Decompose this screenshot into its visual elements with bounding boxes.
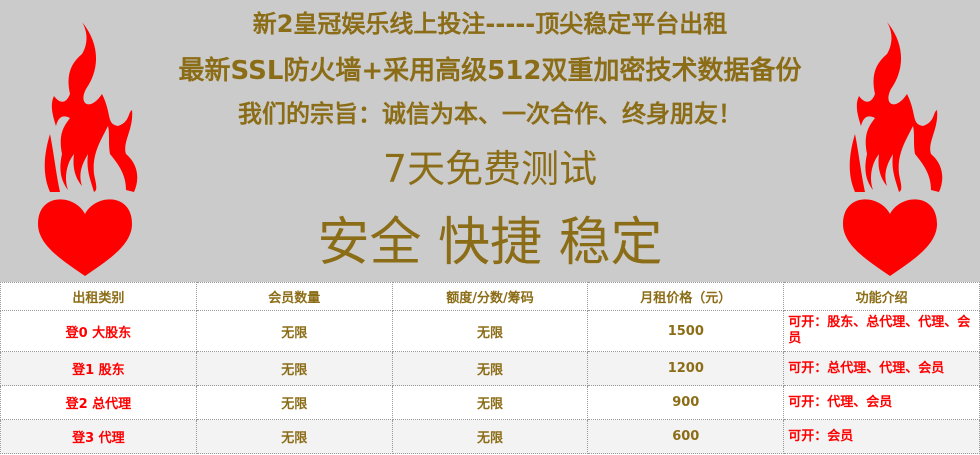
table-header-row: 出租类别 会员数量 额度/分数/筹码 月租价格（元） 功能介绍 — [0, 282, 980, 311]
features-cell: 可开：代理、会员 — [783, 385, 980, 420]
rental-type-cell: 登3 代理 — [0, 419, 197, 454]
header-cell: 出租类别 — [0, 282, 197, 311]
member-count-cell: 无限 — [195, 385, 393, 420]
member-count-cell: 无限 — [195, 351, 393, 386]
table-row: 登1 股东 无限 无限 1200 可开：总代理、代理、会员 — [0, 351, 980, 386]
price-cell: 900 — [587, 385, 785, 420]
credit-cell: 无限 — [391, 351, 589, 386]
header-cell: 额度/分数/筹码 — [391, 282, 589, 311]
price-cell: 600 — [587, 419, 785, 454]
banner-headline: 新2皇冠娱乐线上投注-----顶尖稳定平台出租 — [252, 10, 728, 38]
credit-cell: 无限 — [391, 419, 589, 454]
flaming-heart-icon — [843, 22, 943, 276]
banner-motto: 我们的宗旨：诚信为本、一次合作、终身朋友！ — [238, 100, 742, 128]
features-cell: 可开：总代理、代理、会员 — [783, 351, 980, 386]
header-cell: 功能介绍 — [783, 282, 980, 311]
credit-cell: 无限 — [391, 385, 589, 420]
member-count-cell: 无限 — [195, 310, 393, 352]
banner-security-line: 最新SSL防火墙+采用高级512双重加密技术数据备份 — [178, 56, 802, 86]
price-cell: 1200 — [587, 351, 785, 386]
banner-slogan: 安全 快捷 稳定 — [317, 213, 663, 273]
header-cell: 会员数量 — [195, 282, 393, 311]
pricing-table: 出租类别 会员数量 额度/分数/筹码 月租价格（元） 功能介绍 登0 大股东 无… — [0, 282, 980, 454]
header-cell: 月租价格（元） — [587, 282, 785, 311]
rental-type-cell: 登0 大股东 — [0, 310, 197, 352]
credit-cell: 无限 — [391, 310, 589, 352]
rental-type-cell: 登1 股东 — [0, 351, 197, 386]
banner-free-trial: 7天免费测试 — [382, 147, 598, 191]
features-cell: 可开：会员 — [783, 419, 980, 454]
member-count-cell: 无限 — [195, 419, 393, 454]
table-row: 登2 总代理 无限 无限 900 可开：代理、会员 — [0, 385, 980, 420]
features-cell: 可开：股东、总代理、代理、会员 — [783, 310, 980, 352]
flaming-heart-icon — [38, 22, 138, 276]
table-row: 登0 大股东 无限 无限 1500 可开：股东、总代理、代理、会员 — [0, 310, 980, 352]
promo-banner: 新2皇冠娱乐线上投注-----顶尖稳定平台出租 最新SSL防火墙+采用高级512… — [0, 0, 980, 282]
table-row: 登3 代理 无限 无限 600 可开：会员 — [0, 419, 980, 454]
rental-type-cell: 登2 总代理 — [0, 385, 197, 420]
price-cell: 1500 — [587, 310, 785, 352]
